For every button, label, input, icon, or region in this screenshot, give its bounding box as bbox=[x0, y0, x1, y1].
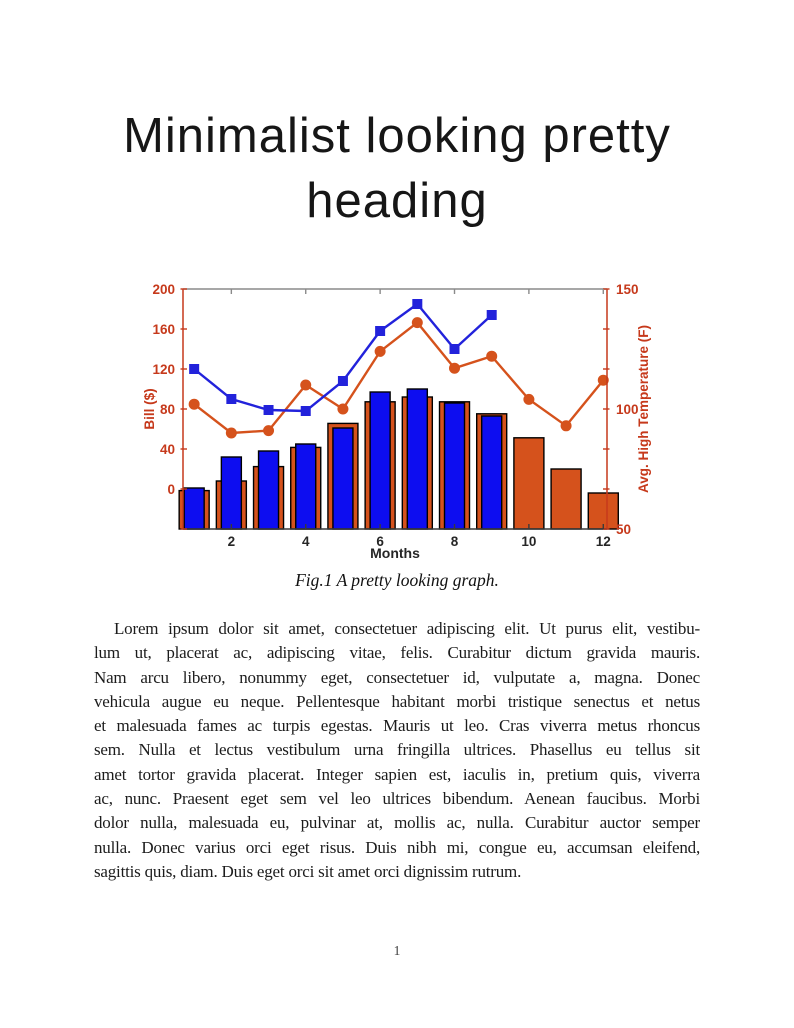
paragraph-line: dolor nulla, malesuada eu, pulvinar at, … bbox=[94, 813, 700, 833]
left-tick-label: 0 bbox=[167, 482, 175, 497]
left-axis-label: Bill ($) bbox=[142, 388, 157, 429]
left-tick-label: 120 bbox=[152, 362, 175, 377]
page-number: 1 bbox=[393, 943, 401, 958]
temperature-line-marker bbox=[411, 317, 423, 329]
figure-chart: 0 40 80 120 160 200 50 100 150 2 4 6 8 10 12 Months Bill… bbox=[130, 268, 670, 568]
paragraph-line: nulla. Donec varius orci eget risus. Dui… bbox=[94, 837, 700, 857]
bill-bars-bar bbox=[257, 450, 280, 530]
paragraph-line: amet tortor gravida placerat. Integer sa… bbox=[94, 764, 700, 784]
paragraph-line: ac, nunc. Praesent eget sem vel leo ultr… bbox=[94, 789, 700, 809]
left-tick-label: 160 bbox=[152, 322, 175, 337]
bill-bars-bar bbox=[481, 415, 503, 530]
temperature-line-marker bbox=[597, 374, 609, 386]
page-title: Minimalist looking pretty heading bbox=[0, 104, 794, 234]
paragraph-line: sem. Nulla et lectus vestibulum urna fri… bbox=[94, 740, 700, 760]
right-axis-label: Avg. High Temperature (F) bbox=[636, 325, 651, 493]
right-tick-label: 50 bbox=[616, 522, 631, 537]
bill-bars-bar bbox=[295, 443, 317, 530]
body-paragraph: Lorem ipsum dolor sit amet, consectetuer… bbox=[94, 617, 700, 884]
bill-line-marker bbox=[375, 326, 386, 336]
bill-line-marker bbox=[189, 364, 200, 374]
temperature-bars-bar bbox=[550, 468, 582, 530]
bill-line-marker bbox=[449, 344, 460, 354]
bill-line-marker bbox=[412, 299, 423, 309]
x-tick-label: 10 bbox=[521, 534, 536, 549]
bill-line-marker bbox=[300, 406, 311, 416]
page-title-line-2: heading bbox=[306, 174, 488, 228]
temperature-line-marker bbox=[337, 403, 349, 415]
page-title-line-1: Minimalist looking pretty bbox=[123, 109, 671, 163]
figure-caption: Fig.1 A pretty looking graph. bbox=[295, 570, 499, 590]
bill-line-marker bbox=[337, 376, 348, 386]
bill-bars-bar bbox=[443, 402, 466, 530]
chart: 0 40 80 120 160 200 50 100 150 2 4 6 8 10 12 Months Bill… bbox=[142, 282, 651, 561]
temperature-line-marker bbox=[263, 425, 275, 437]
bill-bars-bar bbox=[183, 487, 205, 530]
bill-line-marker bbox=[263, 405, 274, 415]
paragraph-line: Lorem ipsum dolor sit amet, consectetuer… bbox=[114, 619, 700, 638]
x-tick-label: 6 bbox=[376, 534, 384, 549]
temperature-line-marker bbox=[449, 362, 461, 374]
right-tick-label: 100 bbox=[616, 402, 639, 417]
bill-line-marker bbox=[226, 394, 237, 404]
x-axis-label: Months bbox=[370, 545, 420, 561]
temperature-line-marker bbox=[486, 350, 498, 362]
temperature-line-marker bbox=[560, 420, 572, 432]
temperature-line-marker bbox=[300, 379, 312, 391]
temperature-bars-bar bbox=[587, 492, 619, 530]
bill-bars-bar bbox=[406, 388, 429, 530]
temperature-line bbox=[193, 320, 605, 435]
x-tick-label: 12 bbox=[596, 534, 611, 549]
temperature-bars-bar bbox=[513, 437, 545, 530]
paragraph-line: et malesuada fames ac turpis egestas. Ma… bbox=[94, 716, 700, 736]
bill-bars-bar bbox=[369, 391, 391, 530]
paragraph-line: Nam arcu libero, nonummy eget, consectet… bbox=[94, 667, 700, 687]
left-tick-label: 40 bbox=[160, 442, 175, 457]
x-tick-label: 4 bbox=[302, 534, 310, 549]
temperature-line-marker bbox=[188, 398, 200, 410]
x-tick-label: 8 bbox=[451, 534, 459, 549]
bill-bars-bar bbox=[332, 427, 354, 530]
left-tick-label: 80 bbox=[160, 402, 175, 417]
left-tick-label: 200 bbox=[152, 282, 175, 297]
bill-bars-bar bbox=[220, 456, 243, 530]
paragraph-line: vehicula augue eu neque. Pellentesque ha… bbox=[94, 691, 700, 711]
paragraph-line: lum ut, placerat ac, adipiscing vitae, f… bbox=[94, 643, 700, 663]
temperature-line-marker bbox=[225, 427, 237, 439]
bill-line-marker bbox=[486, 310, 497, 320]
temperature-line-marker bbox=[374, 345, 386, 357]
temperature-line-marker bbox=[523, 393, 535, 405]
paragraph-line: sagittis quis, diam. Duis eget orci sit … bbox=[94, 861, 522, 881]
x-tick-label: 2 bbox=[228, 534, 236, 549]
right-tick-label: 150 bbox=[616, 282, 639, 297]
